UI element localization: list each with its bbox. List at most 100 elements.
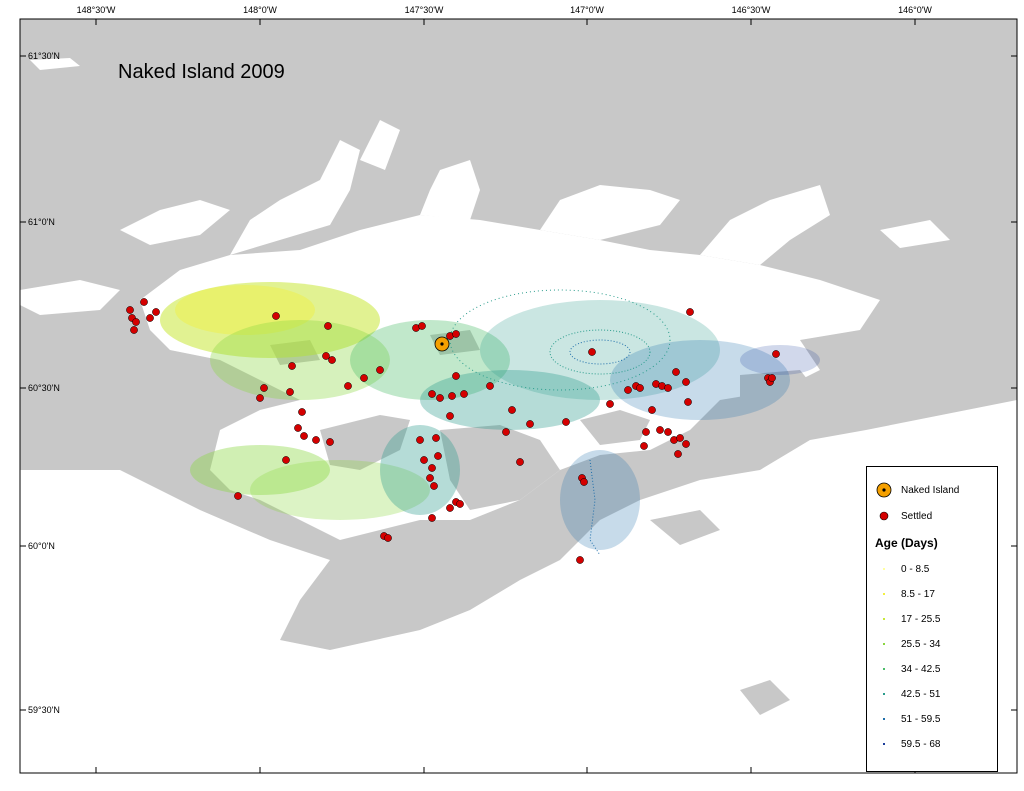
top-tick-marks <box>95 19 916 773</box>
settled-point <box>434 452 442 460</box>
settled-point <box>684 398 692 406</box>
settled-point <box>456 500 464 508</box>
settled-point <box>140 298 148 306</box>
age-swatch <box>883 568 885 570</box>
settled-point <box>360 374 368 382</box>
settled-point <box>376 366 384 374</box>
settled-point <box>428 390 436 398</box>
legend-age-label: 51 - 59.5 <box>901 713 941 725</box>
settled-point <box>428 514 436 522</box>
lon-label-148-0: 148°0'W <box>243 5 277 15</box>
legend-source-label: Naked Island <box>901 484 960 496</box>
settled-point <box>234 492 242 500</box>
settled-point <box>508 406 516 414</box>
legend-age-heading: Age (Days) <box>875 536 938 550</box>
age-swatch <box>883 693 885 695</box>
settled-point <box>152 308 160 316</box>
settled-point <box>312 436 320 444</box>
lat-label-61-30: 61°30'N <box>28 51 60 61</box>
lat-label-60-30: 60°30'N <box>28 383 60 393</box>
settled-point <box>606 400 614 408</box>
lat-label-60-0: 60°0'N <box>28 541 55 551</box>
legend-settled-label: Settled <box>901 510 933 522</box>
settled-point <box>526 420 534 428</box>
settled-point <box>416 436 424 444</box>
settled-point <box>418 322 426 330</box>
map-title: Naked Island 2009 <box>118 61 285 83</box>
settled-point <box>672 368 680 376</box>
legend-age-row: 17 - 25.5 <box>867 610 997 628</box>
settled-point <box>664 384 672 392</box>
age-swatch <box>883 643 885 645</box>
settled-point <box>460 390 468 398</box>
legend-age-label: 42.5 - 51 <box>901 688 941 700</box>
settled-point <box>286 388 294 396</box>
lat-label-59-30: 59°30'N <box>28 705 60 715</box>
legend: Naked Island Settled Age (Days) 0 - 8.5 … <box>866 466 998 772</box>
legend-age-label: 17 - 25.5 <box>901 613 941 625</box>
settled-point <box>686 308 694 316</box>
settled-point <box>436 394 444 402</box>
settled-point <box>452 330 460 338</box>
settled-point <box>576 556 584 564</box>
settled-point <box>588 348 596 356</box>
particle-trajectories <box>160 282 820 556</box>
settled-point <box>676 434 684 442</box>
legend-age-label: 59.5 - 68 <box>901 738 941 750</box>
settled-point <box>664 428 672 436</box>
settled-point <box>328 356 336 364</box>
lon-label-148-30: 148°30'W <box>77 5 116 15</box>
settled-point <box>420 456 428 464</box>
settled-point <box>300 432 308 440</box>
settled-point <box>642 428 650 436</box>
settled-point <box>126 306 134 314</box>
settled-point <box>486 382 494 390</box>
map-border <box>19 18 1018 774</box>
settled-point <box>624 386 632 394</box>
source-symbol <box>876 482 892 498</box>
settled-point <box>428 464 436 472</box>
settled-point <box>516 458 524 466</box>
legend-age-row: 0 - 8.5 <box>867 560 997 578</box>
settled-point <box>430 482 438 490</box>
settled-points <box>126 298 780 564</box>
settled-point <box>682 378 690 386</box>
settled-point <box>448 392 456 400</box>
settled-point <box>640 442 648 450</box>
legend-age-label: 8.5 - 17 <box>901 588 935 600</box>
settled-point <box>326 438 334 446</box>
settled-point <box>288 362 296 370</box>
settled-point <box>130 326 138 334</box>
lat-label-61-0: 61°0'N <box>28 217 55 227</box>
age-swatch <box>883 618 885 620</box>
settled-point <box>446 504 454 512</box>
settled-point <box>452 372 460 380</box>
settled-point <box>636 384 644 392</box>
legend-age-label: 0 - 8.5 <box>901 563 930 575</box>
settled-point <box>502 428 510 436</box>
settled-point <box>294 424 302 432</box>
legend-settled-row: Settled <box>867 507 997 525</box>
age-swatch <box>883 718 885 720</box>
legend-age-row: 42.5 - 51 <box>867 685 997 703</box>
lon-label-147-30: 147°30'W <box>405 5 444 15</box>
legend-age-row: 59.5 - 68 <box>867 735 997 753</box>
settled-symbol <box>879 511 889 521</box>
settled-point <box>768 374 776 382</box>
lon-label-147-0: 147°0'W <box>570 5 604 15</box>
lon-label-146-0: 146°0'W <box>898 5 932 15</box>
naked-island-marker <box>434 336 450 352</box>
left-tick-marks <box>20 55 1017 711</box>
settled-point <box>772 350 780 358</box>
legend-age-row: 34 - 42.5 <box>867 660 997 678</box>
age-swatch <box>883 668 885 670</box>
settled-point <box>132 318 140 326</box>
legend-age-label: 25.5 - 34 <box>901 638 941 650</box>
settled-point <box>324 322 332 330</box>
lon-label-146-30: 146°30'W <box>732 5 771 15</box>
settled-point <box>674 450 682 458</box>
age-swatch <box>883 743 885 745</box>
settled-point <box>256 394 264 402</box>
settled-point <box>648 406 656 414</box>
legend-age-row: 8.5 - 17 <box>867 585 997 603</box>
